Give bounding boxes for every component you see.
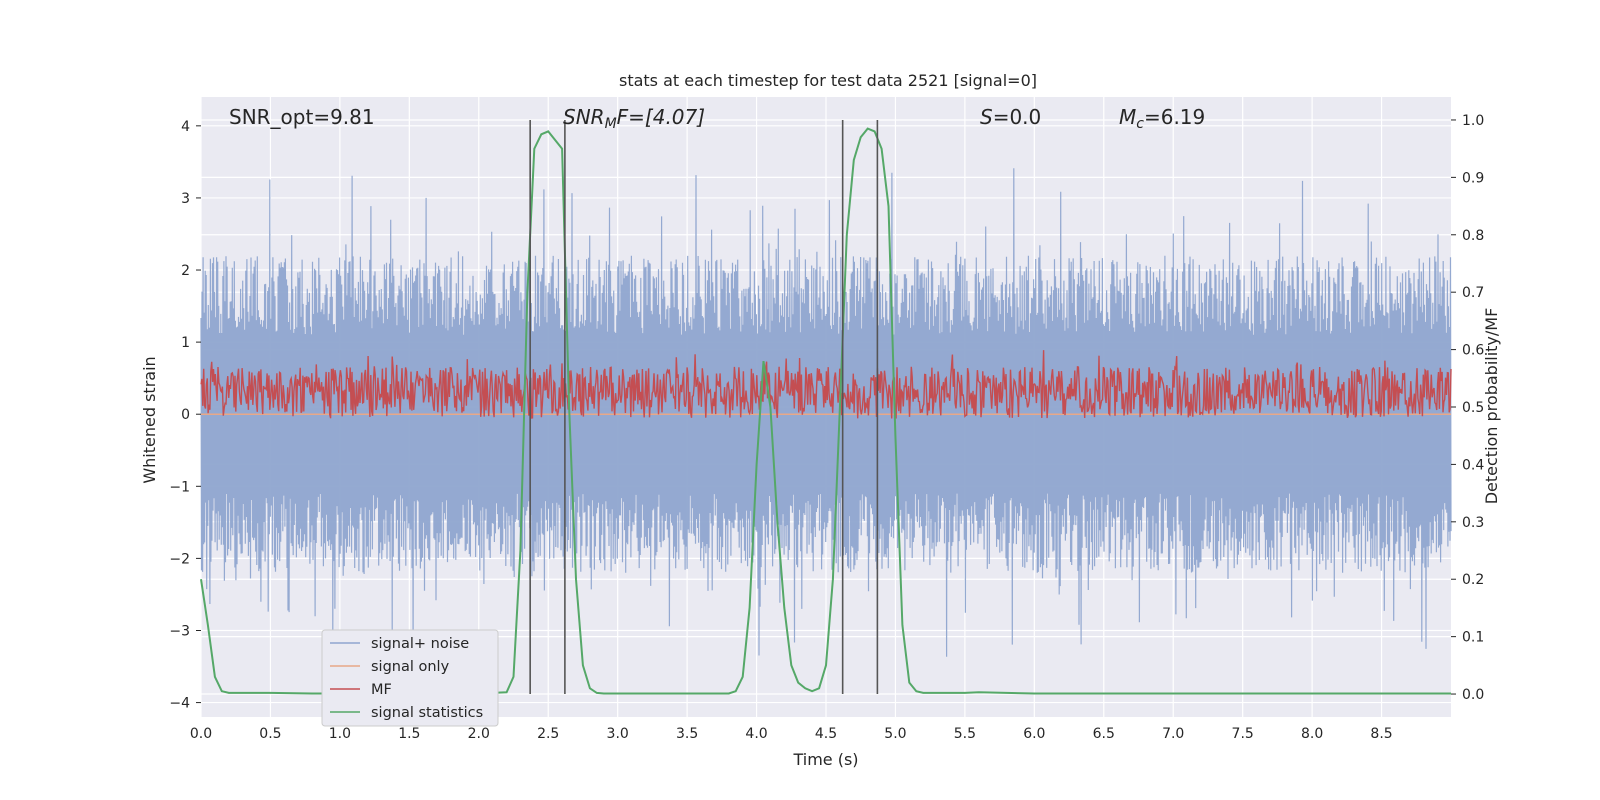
y-tick-label: 4	[181, 119, 190, 135]
y2-tick-label: 0.6	[1462, 343, 1484, 359]
y-tick-label: 0	[181, 407, 190, 423]
y-tick-label: 2	[181, 263, 190, 279]
x-tick-label: 8.0	[1301, 726, 1323, 742]
series-mf	[200, 350, 1452, 419]
y-tick-label: 1	[181, 335, 190, 351]
y2-tick-label: 0.4	[1462, 457, 1484, 473]
x-tick-label: 3.5	[676, 726, 698, 742]
legend: signal+ noise signal only MF signal stat…	[321, 629, 499, 727]
y2-tick-label: 0.9	[1462, 170, 1484, 186]
x-tick-label: 8.5	[1370, 726, 1392, 742]
y2-tick-label: 1.0	[1462, 113, 1484, 129]
x-tick-label: 6.5	[1093, 726, 1115, 742]
legend-box	[321, 629, 499, 727]
y2-tick-label: 0.2	[1462, 572, 1484, 588]
annotation-mc: Mc=6.19	[1119, 105, 1205, 132]
y-axis-ticks: 4 3 2 1 0 −1 −2 −3 −4	[169, 119, 201, 712]
y-tick-label: −4	[169, 696, 190, 712]
signal-noise-line	[200, 168, 1452, 657]
y2-tick-label: 0.3	[1462, 515, 1484, 531]
annotation-snr-opt: SNR_opt=9.81	[229, 105, 375, 129]
legend-label-mf: MF	[371, 682, 392, 698]
y2-tick-label: 0.1	[1462, 630, 1484, 646]
y2-tick-label: 0.8	[1462, 228, 1484, 244]
x-tick-label: 2.5	[537, 726, 559, 742]
y2-tick-label: 0.5	[1462, 400, 1484, 416]
y2-tick-label: 0.7	[1462, 285, 1484, 301]
x-axis-label: Time (s)	[792, 750, 858, 769]
y-tick-label: −3	[169, 623, 190, 639]
y-tick-label: 3	[181, 191, 190, 207]
y-axis-label: Whitened strain	[140, 356, 159, 483]
x-tick-label: 5.5	[954, 726, 976, 742]
legend-label-signal-noise: signal+ noise	[371, 636, 469, 652]
x-tick-label: 6.0	[1023, 726, 1045, 742]
x-tick-label: 2.0	[468, 726, 490, 742]
annotation-s: S=0.0	[980, 105, 1041, 129]
x-tick-label: 1.5	[398, 726, 420, 742]
series-signal-noise	[200, 168, 1452, 657]
y2-tick-label: 0.0	[1462, 687, 1484, 703]
x-tick-label: 0.5	[259, 726, 281, 742]
legend-label-signal-statistics: signal statistics	[371, 705, 483, 721]
y2-axis-label: Detection probability/MF	[1482, 308, 1501, 505]
chart-title: stats at each timestep for test data 252…	[619, 71, 1037, 90]
x-tick-label: 0.0	[190, 726, 212, 742]
y-tick-label: −2	[169, 551, 190, 567]
x-tick-label: 5.0	[884, 726, 906, 742]
x-tick-label: 1.0	[329, 726, 351, 742]
y2-axis-ticks: 1.0 0.9 0.8 0.7 0.6 0.5 0.4 0.3 0.2 0.1 0.0	[1451, 113, 1484, 703]
x-tick-label: 7.5	[1232, 726, 1254, 742]
y-tick-label: −1	[169, 479, 190, 495]
annotation-snr-mf: SNRMF=[4.07]	[563, 105, 705, 132]
x-tick-label: 3.0	[607, 726, 629, 742]
x-axis-ticks: 0.0 0.5 1.0 1.5 2.0 2.5 3.0 3.5 4.0 4.5 5.0 5.5 6.0 6…	[190, 726, 1393, 742]
x-tick-label: 4.0	[745, 726, 767, 742]
x-tick-label: 4.5	[815, 726, 837, 742]
x-tick-label: 7.0	[1162, 726, 1184, 742]
vertical-markers	[529, 119, 879, 695]
legend-label-signal-only: signal only	[371, 659, 450, 675]
mf-line	[200, 350, 1452, 419]
